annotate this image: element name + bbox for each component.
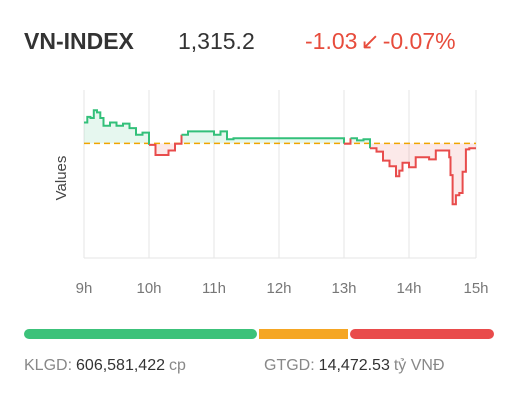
gtgd-unit: tỷ VNĐ	[393, 357, 445, 374]
up-area	[350, 138, 370, 149]
intraday-chart: Values 9h 10h 11h 12h 13h 14h 15h	[53, 90, 489, 297]
up-segment	[181, 130, 345, 144]
change-value: -1.03	[305, 28, 358, 54]
x-tick-label: 10h	[136, 280, 161, 297]
up-segment	[84, 109, 150, 145]
unchanged-bar	[259, 329, 348, 339]
index-header: VN-INDEX 1,315.2 -1.03 ↙ -0.07%	[24, 26, 494, 62]
change-percent: -0.07%	[382, 28, 456, 54]
down-segment	[149, 134, 183, 156]
advancing-bar	[24, 329, 257, 339]
down-segment	[344, 138, 352, 145]
index-price: 1,315.2	[178, 28, 255, 54]
market-breadth-bar	[24, 329, 494, 339]
index-change: -1.03 ↙ -0.07%	[305, 28, 456, 55]
klgd-stat: KLGD: 606,581,422 cp	[24, 357, 186, 375]
down-segment	[370, 147, 476, 206]
x-tick-label: 15h	[463, 280, 488, 297]
down-area	[370, 143, 476, 205]
up-area	[181, 131, 344, 144]
up-segment	[350, 137, 371, 149]
gtgd-stat: GTGD: 14,472.53 tỷ VNĐ	[264, 357, 445, 375]
x-axis-ticks: 9h 10h 11h 12h 13h 14h 15h	[76, 280, 489, 297]
x-tick-label: 14h	[396, 280, 421, 297]
klgd-unit: cp	[169, 357, 186, 374]
x-tick-label: 12h	[266, 280, 291, 297]
x-tick-label: 9h	[76, 280, 93, 297]
gtgd-label: GTGD:	[264, 357, 315, 374]
chart-line-segments	[84, 109, 476, 206]
arrow-down-left-icon: ↙	[360, 28, 380, 54]
declining-bar	[349, 329, 494, 339]
klgd-label: KLGD:	[24, 357, 73, 374]
index-name: VN-INDEX	[24, 28, 134, 54]
chart-grid	[83, 90, 477, 259]
klgd-value: 606,581,422	[76, 357, 165, 374]
y-axis-label: Values	[53, 156, 70, 201]
x-tick-label: 11h	[202, 280, 226, 297]
gtgd-value: 14,472.53	[318, 357, 390, 374]
x-tick-label: 13h	[331, 280, 356, 297]
